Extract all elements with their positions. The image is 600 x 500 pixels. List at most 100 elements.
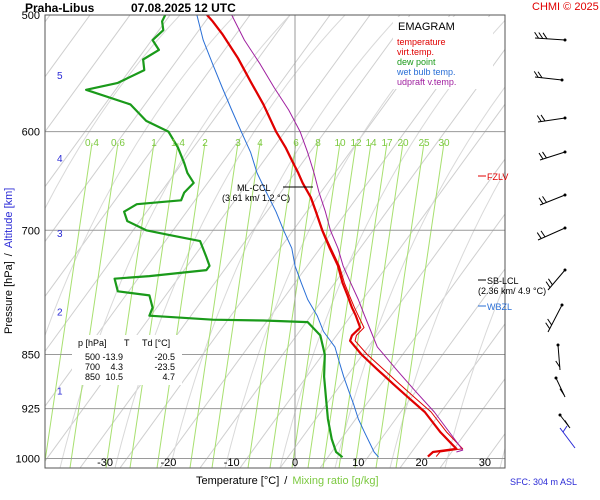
y-axis-title: Pressure [hPa] / Altitude [km] [3,188,15,334]
mixing-ratio-line [189,142,239,468]
dry-adiabat-line [319,213,505,468]
wind-barb-dot [558,413,562,417]
table-header: p [hPa] [78,338,107,348]
moist-adiabat-line [334,86,505,468]
fzlv-label: FZLV [487,172,508,182]
dry-adiabat-line [399,323,505,468]
wind-barb-flag [536,115,542,122]
pressure-tick-label: 1000 [16,453,40,465]
wind-barb-dot [563,38,567,42]
dry-adiabat-line [359,268,505,468]
wind-barb [557,344,561,371]
temperature-tick-label: 20 [415,457,427,469]
pressure-tick-label: 500 [22,10,40,22]
mixing-ratio-label: 10 [334,138,346,149]
temperature-tick-label: -20 [160,457,176,469]
wind-barb-dot [560,303,564,307]
legend-item: udpraft v.temp. [397,77,456,87]
table-cell: -23.5 [154,362,175,372]
plot-area [45,15,600,468]
mixing-ratio-label: 17 [381,138,393,149]
table-header: T [124,338,130,348]
mixing-ratio-label: 1 [151,138,157,149]
wind-barb-dot [563,193,567,197]
wind-barb-flag [538,152,544,160]
altitude-tick-label: 1 [57,386,63,397]
x-axis-title: Temperature [°C] / Mixing ratio [g/kg] [196,475,379,487]
moist-adiabat-line [59,15,291,468]
wind-barb-flag [542,151,547,159]
mixing-ratio-label: 20 [397,138,409,149]
temperature-tick-label: 0 [292,457,298,469]
mixing-ratio-line [247,142,297,468]
mixing-ratio-label: 2 [202,138,208,149]
ml-ccl-label: ML-CCL [237,183,271,193]
mixing-ratio-label: 8 [315,138,321,149]
wind-barb-flag [545,322,551,330]
wind-barb-flag [542,32,548,40]
moist-adiabat-line [444,282,505,468]
temperature-axis-label: Temperature [°C] [196,475,279,487]
temperature-tick-label: 30 [479,457,491,469]
altitude-tick-label: 5 [57,71,63,82]
wind-barb-flag [540,230,546,238]
mixing-ratio-line [129,142,179,468]
mixing-ratio-label: 25 [418,138,430,149]
moist-adiabat-line [499,446,505,468]
mixing-ratio-line [338,142,388,468]
table-cell: 700 [85,362,100,372]
mixing-ratio-line [69,142,119,468]
ml-ccl-info: (3.61 km/ 1.2 °C) [222,193,290,203]
legend-box [393,17,493,89]
sfc-label: SFC: 304 m ASL [510,477,577,487]
table-cell: 500 [85,352,100,362]
temperature-tick-label: -10 [224,457,240,469]
wind-barb-flag [548,278,553,286]
datetime-title: 07.08.2025 12 UTC [131,1,236,15]
wet-bulb-line [196,15,379,458]
pressure-tick-label: 600 [22,127,40,139]
pressure-tick-label: 850 [22,349,40,361]
wbzl-label: WBZL [487,302,512,312]
mixing-ratio-line [354,142,404,468]
mixing-ratio-line [211,142,261,468]
table-cell: 10.5 [105,372,123,382]
wind-barb-dot [563,268,567,272]
mixing-ratio-line [307,142,357,468]
wind-barb-flag [555,360,561,368]
wind-barb [537,227,566,241]
dry-adiabat-line [45,15,171,188]
moist-adiabat-line [169,15,401,468]
table-cell: -13.9 [102,352,123,362]
mixing-ratio-label: 6 [293,138,299,149]
wind-barb-flag [534,31,540,39]
updraft-virtual-temperature-line [231,15,464,453]
wind-barb-dot [554,376,558,380]
dry-adiabat-line [45,15,211,243]
wind-barb-flag [538,197,544,205]
table-cell: -20.5 [154,352,175,362]
mixing-ratio-label: 12 [350,138,362,149]
temperature-line [206,15,458,458]
moist-adiabat-line [45,15,236,337]
axis-separator: / [284,475,288,487]
moist-adiabat-line [555,15,600,468]
mixing-ratio-line [375,142,425,468]
wind-barb-flag [536,232,542,239]
wind-barb-dot [560,78,564,82]
credit: CHMI © 2025 [532,1,599,13]
dry-adiabat-line [45,15,251,298]
moist-adiabat-line [114,15,346,468]
altitude-axis-label: Altitude [km] [3,188,15,249]
altitude-tick-label: 4 [57,154,63,165]
surface-wind-barb-flag [562,425,568,433]
wind-barb [547,269,566,291]
virtual-temperature-line [207,15,464,457]
legend-item: wet bulb temp. [396,67,456,77]
dry-adiabat-line [479,432,505,468]
pressure-axis-label: Pressure [hPa] [3,261,15,334]
moist-adiabat-line [389,170,505,468]
mixing-ratio-line [156,142,206,468]
legend-item: virt.temp. [397,47,434,57]
dry-adiabat-line [119,15,451,468]
